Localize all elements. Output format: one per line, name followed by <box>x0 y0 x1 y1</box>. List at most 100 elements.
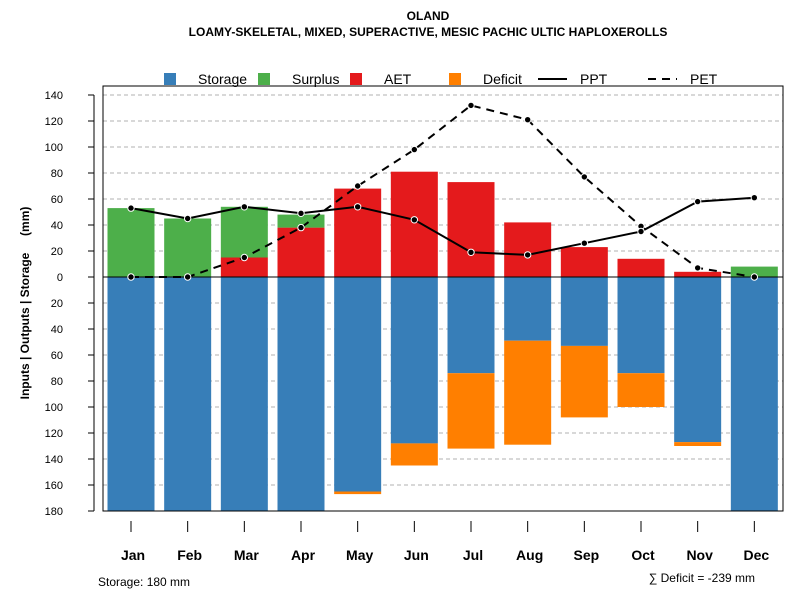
y-tick-label: 0 <box>57 272 63 284</box>
footnote-storage: Storage: 180 mm <box>98 575 190 589</box>
pet-point <box>240 253 249 262</box>
y-tick-label: 140 <box>45 454 63 466</box>
y-tick-label: 60 <box>51 350 63 362</box>
x-tick-label: Feb <box>177 547 202 563</box>
x-tick-label: Sep <box>573 547 599 563</box>
surplus-bar <box>107 208 155 277</box>
storage-bar <box>220 277 268 511</box>
y-tick-label: 100 <box>45 142 63 154</box>
deficit-bar <box>674 442 722 446</box>
ppt-line <box>130 196 755 256</box>
ppt-point <box>240 203 249 211</box>
y-tick-label: 140 <box>45 90 63 102</box>
aet-bar <box>504 222 552 277</box>
x-axis-ticks: Jan Feb Mar Apr May Jun Jul Aug Sep Oct Nov Dec <box>121 521 769 563</box>
ppt-point <box>410 216 419 224</box>
storage-bar <box>560 277 608 346</box>
legend-label: Storage <box>198 71 247 87</box>
legend-label: Deficit <box>483 71 522 87</box>
storage-bar <box>674 277 722 443</box>
pet-line <box>131 104 755 278</box>
y-tick-label: 160 <box>45 480 63 492</box>
storage-legend-swatch <box>164 73 176 85</box>
pet-point <box>297 223 305 232</box>
chart-subtitle: LOAMY-SKELETAL, MIXED, SUPERACTIVE, MESI… <box>189 25 668 39</box>
storage-bar <box>107 277 155 511</box>
storage-bar <box>390 277 438 444</box>
pet-point <box>523 116 532 124</box>
x-tick-label: Jan <box>121 547 145 563</box>
deficit-bar <box>560 345 608 418</box>
deficit-bar <box>334 491 382 495</box>
pet-point <box>127 273 135 281</box>
surplus-bar <box>164 218 212 277</box>
x-tick-label: Nov <box>686 547 713 563</box>
y-tick-label: 80 <box>51 168 63 180</box>
pet-point <box>467 101 475 110</box>
ppt-point <box>353 203 362 211</box>
x-tick-label: Jul <box>463 547 483 563</box>
points <box>127 101 759 281</box>
storage-bar <box>447 277 495 374</box>
legend-label: PET <box>690 71 718 87</box>
deficit-bar <box>390 443 438 466</box>
ppt-point <box>297 209 305 218</box>
lines <box>130 104 755 278</box>
legend: Storage Surplus AET Deficit PPT PET <box>164 71 718 87</box>
deficit-bar <box>504 340 552 445</box>
surplus-bar <box>277 214 325 228</box>
y-axis-label: Inputs | Outputs | Storage (mm) <box>18 207 32 400</box>
ppt-point <box>580 239 589 247</box>
y-axis-ticks: 140 120 100 80 60 40 20 0 20 40 60 80 100 120 140 160 18… <box>45 90 94 518</box>
aet-bar <box>560 247 608 277</box>
ppt-point <box>637 227 645 236</box>
pet-point <box>580 173 589 181</box>
aet-bar <box>277 227 325 277</box>
y-tick-label: 40 <box>51 220 63 232</box>
legend-label: Surplus <box>292 71 339 87</box>
ppt-point <box>127 204 135 212</box>
deficit-legend-swatch <box>449 73 461 85</box>
ppt-point <box>183 214 192 223</box>
gridlines <box>103 94 783 512</box>
pet-point <box>693 264 702 272</box>
ppt-point <box>523 251 532 259</box>
aet-legend-swatch <box>350 73 362 85</box>
surplus-legend-swatch <box>258 73 270 85</box>
aet-bar <box>334 188 382 277</box>
storage-bar <box>277 277 325 511</box>
x-tick-label: Oct <box>631 547 655 563</box>
pet-point <box>410 145 419 154</box>
x-tick-label: Apr <box>291 547 316 563</box>
y-tick-label: 40 <box>51 324 63 336</box>
deficit-bar <box>617 373 665 407</box>
ppt-point <box>467 248 475 257</box>
x-tick-label: Aug <box>516 547 543 563</box>
storage-bar <box>504 277 552 341</box>
legend-label: PPT <box>580 71 608 87</box>
ppt-point <box>693 197 702 206</box>
storage-bar <box>617 277 665 374</box>
surplus-bar <box>730 266 778 277</box>
x-tick-label: Dec <box>743 547 769 563</box>
y-tick-label: 20 <box>51 246 63 258</box>
storage-bar <box>164 277 212 511</box>
aet-bar <box>617 258 665 277</box>
y-tick-label: 120 <box>45 116 63 128</box>
bars <box>107 171 778 511</box>
footnote-deficit: ∑ Deficit = -239 mm <box>649 571 755 585</box>
ppt-point <box>750 194 759 202</box>
y-tick-label: 100 <box>45 402 63 414</box>
pet-point <box>183 273 192 281</box>
y-tick-label: 80 <box>51 376 63 388</box>
deficit-bar <box>447 373 495 449</box>
x-tick-label: Jun <box>404 547 429 563</box>
legend-label: AET <box>384 71 412 87</box>
pet-point <box>750 273 759 281</box>
y-tick-label: 20 <box>51 298 63 310</box>
y-tick-label: 120 <box>45 428 63 440</box>
storage-bar <box>730 277 778 511</box>
aet-bar <box>390 171 438 277</box>
storage-bar <box>334 277 382 492</box>
